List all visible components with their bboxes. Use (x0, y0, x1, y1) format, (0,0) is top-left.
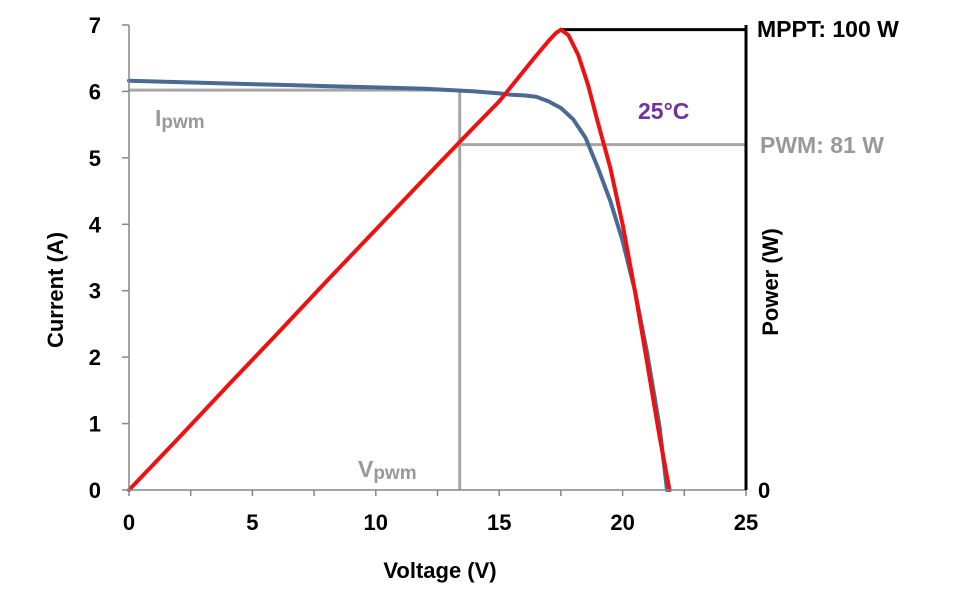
pwm-label: PWM: 81 W (760, 132, 884, 158)
y-tick-label: 0 (89, 478, 101, 503)
ipwm-main: I (155, 105, 161, 131)
vpwm-main: V (358, 456, 374, 482)
y-tick-label: 6 (89, 79, 101, 104)
y2-tick-label: 0 (758, 478, 770, 503)
x-tick-label: 0 (123, 510, 135, 535)
x-tick-label: 5 (246, 510, 258, 535)
y-tick-label: 2 (89, 345, 101, 370)
x-tick-label: 15 (487, 510, 511, 535)
vpwm-label: Vpwm (358, 456, 417, 484)
x-tick-label: 10 (364, 510, 388, 535)
mppt-label: MPPT: 100 W (757, 16, 899, 42)
x-tick-label: 20 (610, 510, 634, 535)
temperature-label: 25°C (638, 98, 689, 124)
y-tick-label: 5 (89, 146, 101, 171)
power-curve (127, 27, 672, 492)
series-lines (127, 27, 672, 492)
y-axis-title: Current (A) (43, 232, 68, 348)
vpwm-sub: pwm (373, 463, 416, 484)
y-tick-label: 7 (89, 13, 101, 38)
ipwm-label: Ipwm (155, 105, 205, 133)
y-tick-label: 4 (89, 212, 102, 237)
y-tick-label: 3 (89, 279, 101, 304)
y2-axis-title: Power (W) (758, 228, 783, 336)
x-axis-title: Voltage (V) (383, 558, 496, 583)
current-curve (127, 78, 669, 492)
axes (122, 24, 748, 496)
ipwm-sub: pwm (161, 112, 204, 133)
y-tick-label: 1 (89, 412, 101, 437)
x-tick-label: 25 (734, 510, 758, 535)
